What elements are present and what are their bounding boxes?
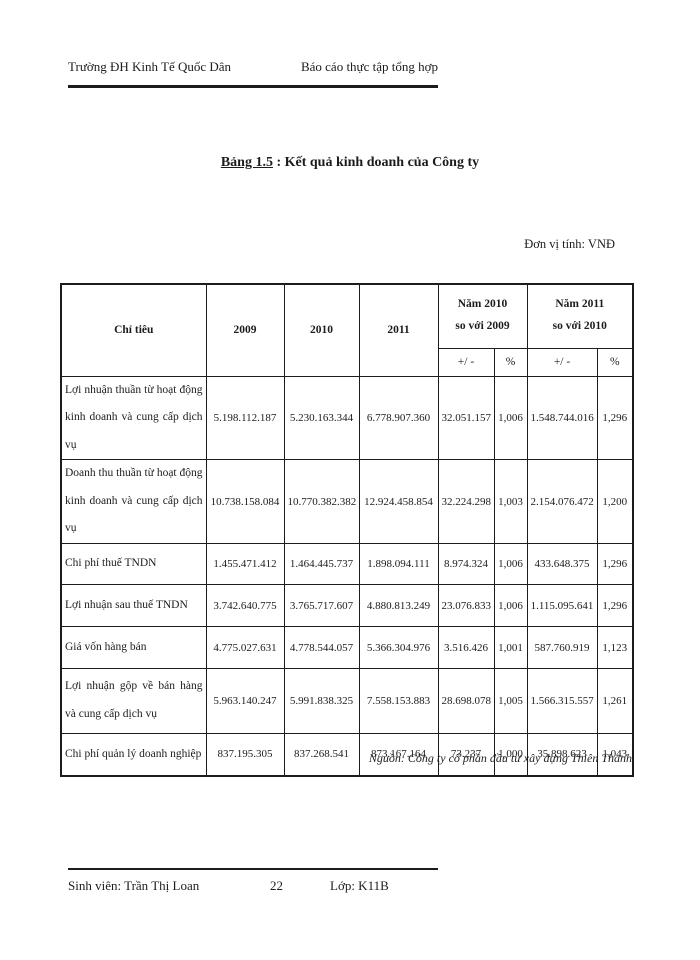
- compare-group-line: so với 2010: [552, 320, 607, 333]
- col-header-compare-2010-2009: Năm 2010 so với 2009: [437, 283, 528, 349]
- cell-2009: 5.198.112.187: [205, 375, 285, 461]
- table-row: Giá vốn hàng bán 4.775.027.631 4.778.544…: [60, 626, 634, 670]
- cell-2010: 837.268.541: [283, 733, 360, 777]
- footer-page-number: 22: [270, 878, 283, 893]
- cell-2010: 10.770.382.382: [283, 459, 360, 545]
- cell-2010: 4.778.544.057: [283, 626, 360, 670]
- cell-pct2: 1,123: [596, 626, 634, 670]
- cell-diff1: 3.516.426: [437, 626, 495, 670]
- cell-pct2: 1,261: [596, 668, 634, 735]
- cell-indicator: Lợi nhuận sau thuế TNDN: [60, 584, 207, 628]
- cell-indicator: Doanh thu thuần từ hoạt động kinh doanh …: [60, 459, 207, 545]
- cell-2011: 12.924.458.854: [358, 459, 439, 545]
- col-header-2011: 2011: [358, 283, 439, 377]
- cell-2011: 1.898.094.111: [358, 543, 439, 586]
- footer-student-name: Sinh viên: Trần Thị Loan: [68, 878, 200, 893]
- cell-indicator: Chi phí thuế TNDN: [60, 543, 207, 586]
- source-note: Nguồn: Công ty cổ phần đầu tư xây dựng T…: [368, 751, 632, 765]
- cell-2010: 5.991.838.325: [283, 668, 360, 735]
- cell-2009: 4.775.027.631: [205, 626, 285, 670]
- cell-2011: 7.558.153.883: [358, 668, 439, 735]
- unit-note: Đơn vị tính: VNĐ: [524, 237, 615, 251]
- cell-diff1: 23.076.833: [437, 584, 495, 628]
- table-row: Lợi nhuận gộp về bán hàng và cung cấp dị…: [60, 668, 634, 735]
- cell-2009: 5.963.140.247: [205, 668, 285, 735]
- cell-diff2: 1.115.095.641: [526, 584, 598, 628]
- cell-indicator: Lợi nhuận thuần từ hoạt động kinh doanh …: [60, 375, 207, 461]
- cell-pct1: 1,000: [493, 733, 528, 777]
- cell-diff1: 8.974.324: [437, 543, 495, 586]
- cell-2011: 6.778.907.360: [358, 375, 439, 461]
- col-header-pct1: %: [493, 347, 528, 377]
- cell-diff2: 1.566.315.557: [526, 668, 598, 735]
- col-header-2010: 2010: [283, 283, 360, 377]
- col-header-diff2: +/ -: [526, 347, 598, 377]
- cell-2010: 5.230.163.344: [283, 375, 360, 461]
- page-header: Trường ĐH Kinh Tế Quốc Dân Báo cáo thực …: [68, 59, 438, 75]
- cell-2011: 5.366.304.976: [358, 626, 439, 670]
- footer-divider: [68, 868, 438, 870]
- compare-group-line: so với 2009: [455, 320, 510, 333]
- cell-diff2: 433.648.375: [526, 543, 598, 586]
- cell-diff2: 587.760.919: [526, 626, 598, 670]
- cell-pct1: 1,006: [493, 375, 528, 461]
- results-table: Chỉ tiêu 2009 2010 2011 Năm 2010 so với …: [60, 283, 635, 777]
- cell-pct2: 1,296: [596, 584, 634, 628]
- cell-indicator: Giá vốn hàng bán: [60, 626, 207, 670]
- cell-2009: 837.195.305: [205, 733, 285, 777]
- table-row: Chi phí quản lý doanh nghiệp 837.195.305…: [60, 733, 634, 777]
- cell-indicator: Chi phí quản lý doanh nghiệp: [60, 733, 207, 777]
- table-row: Doanh thu thuần từ hoạt động kinh doanh …: [60, 459, 634, 545]
- cell-pct1: 1,005: [493, 668, 528, 735]
- cell-diff2: 35.898.623: [526, 733, 598, 777]
- col-header-compare-2011-2010: Năm 2011 so với 2010: [526, 283, 634, 349]
- col-header-2009: 2009: [205, 283, 285, 377]
- cell-2011: 873.167.164: [358, 733, 439, 777]
- table-row: Lợi nhuận thuần từ hoạt động kinh doanh …: [60, 375, 634, 461]
- header-report-text: Báo cáo thực tập tổng hợp: [300, 59, 438, 74]
- header-row-sub: +/ - % +/ - %: [61, 347, 634, 377]
- compare-group-line: Năm 2011: [555, 298, 605, 311]
- table-number-label: Bảng 1.5: [220, 155, 273, 170]
- cell-pct2: 1,296: [596, 375, 634, 461]
- cell-pct1: 1,006: [493, 543, 528, 586]
- cell-pct1: 1,001: [493, 626, 528, 670]
- cell-pct1: 1,003: [493, 459, 528, 545]
- cell-2009: 3.742.640.775: [205, 584, 285, 628]
- header-row-main: Chỉ tiêu 2009 2010 2011 Năm 2010 so với …: [60, 283, 634, 377]
- header-school-text: Trường ĐH Kinh Tế Quốc Dân: [68, 59, 232, 74]
- page-title: Bảng 1.5 : Kết quả kinh doanh của Công t…: [0, 155, 700, 171]
- col-header-indicator: Chỉ tiêu: [60, 283, 207, 377]
- cell-diff1: 32.224.298: [437, 459, 495, 545]
- cell-2009: 1.455.471.412: [205, 543, 285, 586]
- cell-diff1: 28.698.078: [437, 668, 495, 735]
- cell-2010: 1.464.445.737: [283, 543, 360, 586]
- col-header-pct2: %: [596, 347, 634, 377]
- cell-pct2: 1,296: [596, 543, 634, 586]
- cell-2010: 3.765.717.607: [283, 584, 360, 628]
- table-row: Chi phí thuế TNDN 1.455.471.412 1.464.44…: [60, 543, 634, 586]
- cell-pct2: 1,200: [596, 459, 634, 545]
- table-title-text: : Kết quả kinh doanh của Công ty: [272, 155, 480, 170]
- col-header-diff1: +/ -: [437, 347, 495, 377]
- cell-diff1: 32.051.157: [437, 375, 495, 461]
- cell-diff2: 1.548.744.016: [526, 375, 598, 461]
- cell-pct1: 1,006: [493, 584, 528, 628]
- cell-2011: 4.880.813.249: [358, 584, 439, 628]
- header-divider: [68, 85, 438, 88]
- footer-class-label: Lớp: K11B: [330, 878, 389, 893]
- table-row: Lợi nhuận sau thuế TNDN 3.742.640.775 3.…: [60, 584, 634, 628]
- compare-group-line: Năm 2010: [457, 298, 508, 311]
- cell-diff2: 2.154.076.472: [526, 459, 598, 545]
- cell-2009: 10.738.158.084: [205, 459, 285, 545]
- cell-indicator: Lợi nhuận gộp về bán hàng và cung cấp dị…: [60, 668, 207, 735]
- cell-pct2: 1,043: [596, 733, 634, 777]
